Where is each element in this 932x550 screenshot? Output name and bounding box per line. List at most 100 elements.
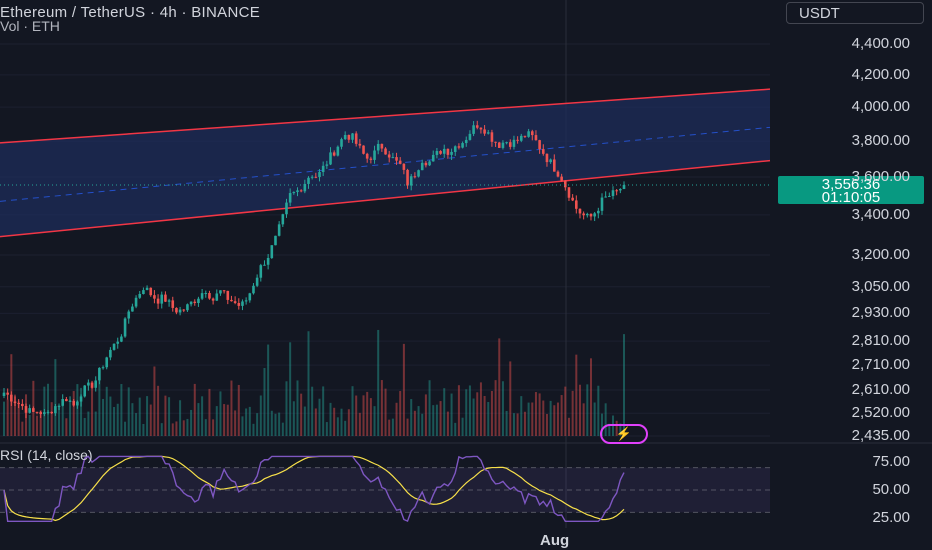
candle-body (43, 412, 46, 415)
volume-bar (395, 402, 398, 436)
volume-bar (113, 407, 116, 436)
volume-bar (58, 403, 61, 436)
volume-bar (520, 396, 523, 436)
volume-bar (98, 380, 101, 436)
candle-body (186, 304, 189, 311)
candle-body (571, 197, 574, 201)
candle-body (204, 293, 208, 295)
candle-body (277, 224, 281, 236)
volume-bar (223, 404, 226, 436)
candle-body (340, 139, 343, 147)
candle-body (549, 159, 552, 163)
volume-bar (47, 383, 50, 436)
candle-body (362, 145, 365, 154)
candle-body (171, 300, 175, 308)
volume-bar (248, 406, 251, 436)
volume-bar (179, 400, 182, 436)
volume-bar (245, 408, 248, 436)
candle-body (409, 176, 413, 186)
candle-body (160, 294, 164, 304)
candle-body (24, 406, 28, 413)
candle-body (519, 135, 523, 141)
candle-body (131, 306, 134, 312)
candle-body (39, 412, 42, 415)
candle-body (314, 176, 318, 178)
candle-body (486, 132, 490, 134)
volume-bar (212, 419, 215, 436)
candle-body (321, 165, 325, 173)
candle-body (109, 349, 112, 358)
volume-bar (149, 404, 152, 436)
volume-bar (17, 401, 20, 436)
volume-bar (322, 386, 325, 436)
candle-body (252, 285, 255, 294)
rsi-axis-label: 25.00 (872, 509, 910, 526)
candle-body (116, 341, 120, 344)
candle-body (347, 134, 351, 140)
candle-body (98, 367, 101, 381)
volume-bar (586, 384, 589, 436)
candle-body (270, 245, 274, 258)
candle-body (13, 401, 17, 404)
currency-button[interactable]: USDT (786, 2, 924, 24)
candle-body (307, 177, 310, 184)
volume-bar (623, 334, 625, 436)
candle-body (259, 265, 263, 278)
volume-bar (50, 402, 53, 436)
volume-bar (6, 399, 9, 436)
volume-bar (560, 395, 563, 436)
volume-bar (402, 343, 405, 436)
candle-body (35, 411, 39, 413)
volume-label[interactable]: Vol · ETH (0, 18, 60, 34)
volume-bar (278, 412, 281, 436)
candle-body (578, 208, 582, 214)
candle-body (164, 294, 167, 302)
candle-body (226, 290, 230, 300)
candle-body (413, 176, 417, 178)
volume-bar (615, 420, 618, 436)
candle-body (442, 148, 446, 154)
candle-body (593, 213, 596, 217)
candle-body (178, 309, 182, 313)
candle-body (46, 411, 50, 413)
volume-bar (300, 393, 303, 436)
volume-bar (413, 410, 416, 436)
volume-bar (241, 416, 244, 436)
volume-bar (116, 403, 119, 436)
volume-bar (589, 358, 592, 436)
candle-body (134, 297, 138, 307)
candle-body (167, 300, 171, 302)
candle-body (50, 411, 53, 414)
volume-bar (69, 399, 72, 436)
candle-body (123, 318, 127, 337)
volume-bar (36, 415, 39, 436)
volume-bar (285, 381, 288, 436)
candle-body (472, 125, 475, 134)
volume-bar (556, 402, 559, 436)
volume-bar (131, 403, 134, 436)
last-price-value: 3,556.36 (821, 176, 881, 193)
volume-bar (435, 404, 438, 436)
candle-body (182, 309, 186, 311)
rsi-label[interactable]: RSI (14, close) (0, 447, 93, 463)
candle-body (457, 146, 461, 148)
rsi-axis-label: 75.00 (872, 453, 910, 470)
candle-body (358, 143, 362, 146)
candle-body (552, 159, 556, 172)
candle-body (365, 153, 369, 159)
volume-bar (252, 423, 255, 436)
candle-body (303, 183, 307, 192)
candle-body (615, 190, 618, 192)
volume-bar (527, 402, 530, 436)
channel-upper-line (0, 88, 771, 144)
volume-bar (146, 396, 149, 436)
symbol-title[interactable]: Ethereum / TetherUS · 4h · BINANCE (0, 4, 261, 21)
volume-bar (619, 423, 622, 436)
volume-bar (567, 417, 570, 436)
candle-body (431, 154, 435, 162)
flash-icon[interactable]: ⚡ (600, 424, 648, 444)
candle-body (597, 210, 600, 214)
candle-body (564, 180, 567, 188)
candle-body (175, 307, 178, 313)
